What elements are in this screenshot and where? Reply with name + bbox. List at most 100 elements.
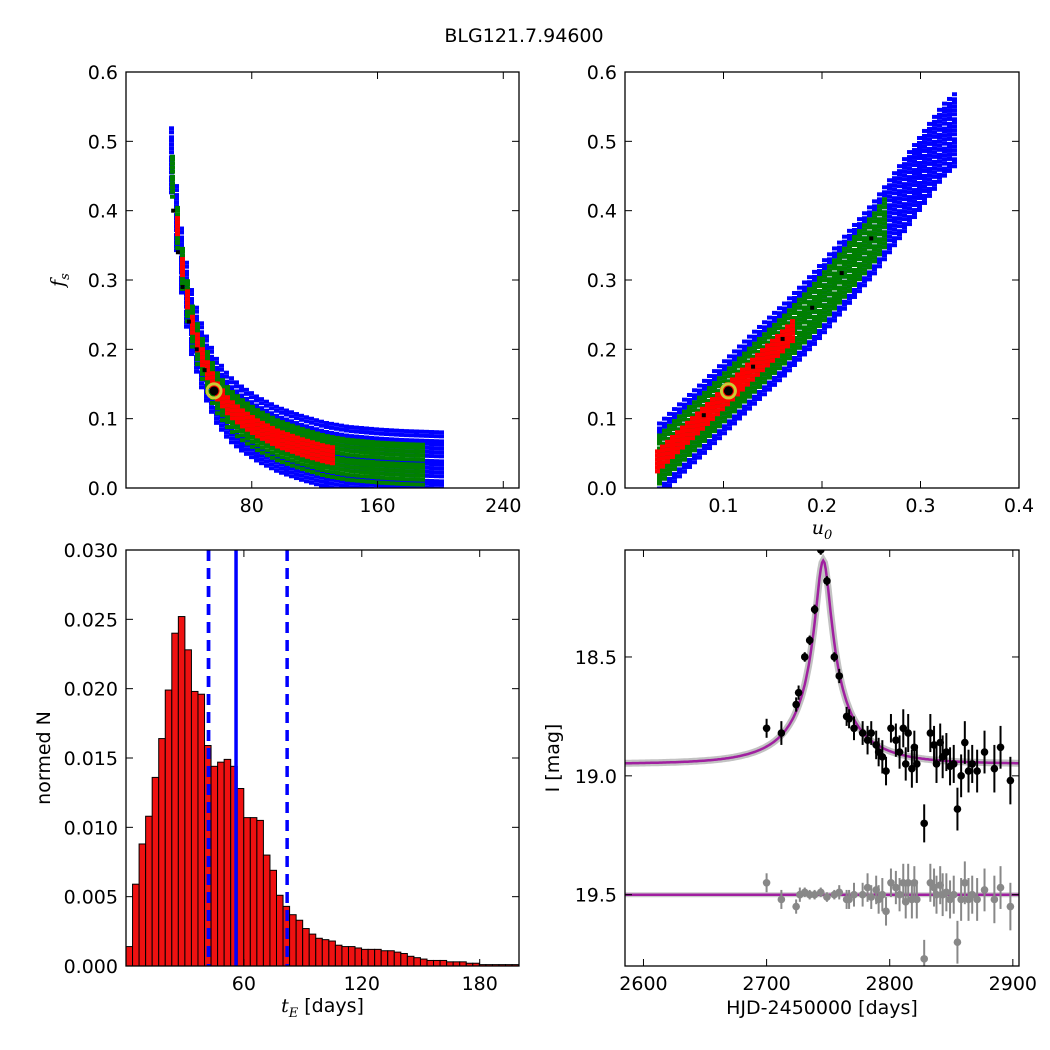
- heat-cell: [424, 453, 429, 458]
- heat-cell: [319, 483, 324, 488]
- heat-cell: [777, 331, 782, 336]
- heat-cell: [922, 148, 927, 153]
- heat-cell: [862, 263, 867, 268]
- heat-cell: [757, 332, 762, 337]
- heat-cell: [842, 279, 847, 284]
- heat-cell: [359, 490, 364, 494]
- heat-cell: [877, 224, 882, 229]
- heat-cell: [852, 250, 857, 255]
- heat-cell: [385, 468, 390, 473]
- heat-cell: [872, 264, 877, 269]
- heat-cell: [224, 370, 229, 375]
- heat-cell: [324, 480, 329, 485]
- heat-cell: [209, 357, 214, 362]
- heat-cell: [340, 451, 345, 456]
- heat-cell: [942, 137, 947, 142]
- heat-cell: [827, 272, 832, 277]
- heat-cell: [415, 449, 420, 454]
- heat-cell: [279, 406, 284, 411]
- heat-cell: [760, 356, 765, 361]
- heat-cell: [692, 453, 697, 458]
- y-axis-label: I [mag]: [542, 724, 564, 793]
- heat-cell: [797, 285, 802, 290]
- heat-cell: [275, 444, 280, 449]
- heat-cell: [265, 427, 270, 432]
- heat-cell: [439, 442, 444, 447]
- heat-cell: [932, 130, 937, 135]
- heat-cell: [907, 198, 912, 203]
- heat-cell: [279, 410, 284, 415]
- heat-cell: [717, 436, 722, 441]
- heat-cell: [837, 240, 842, 245]
- heat-cell: [907, 182, 912, 187]
- heat-cell: [690, 416, 695, 421]
- heat-cell: [370, 439, 375, 444]
- heat-cell: [245, 419, 250, 424]
- heat-cell: [892, 187, 897, 192]
- heat-cell: [927, 141, 932, 146]
- heat-cell: [862, 236, 867, 241]
- heat-cell: [917, 171, 922, 176]
- data-point: [964, 767, 973, 775]
- heat-cell: [380, 447, 385, 452]
- heat-cell: [927, 153, 932, 158]
- heat-cell: [740, 387, 745, 392]
- heat-cell: [827, 312, 832, 317]
- heat-cell: [255, 418, 260, 423]
- heat-cell: [760, 360, 765, 365]
- heat-cell: [857, 273, 862, 278]
- heat-cell: [792, 351, 797, 356]
- heat-cell: [354, 481, 359, 486]
- heat-cell: [750, 369, 755, 374]
- heat-cell: [350, 478, 355, 483]
- heat-cell: [395, 468, 400, 473]
- heat-cell: [827, 260, 832, 265]
- heat-cell: [922, 128, 927, 133]
- heat-cell: [917, 183, 922, 188]
- heat-cell: [932, 134, 937, 139]
- heat-cell: [355, 458, 360, 463]
- heat-cell: [275, 421, 280, 426]
- heat-cell: [712, 437, 717, 442]
- heat-cell: [892, 191, 897, 196]
- histogram-bar: [256, 819, 264, 967]
- heat-cell: [250, 439, 255, 444]
- data-point: [892, 736, 900, 744]
- heat-cell: [922, 200, 927, 205]
- heat-cell: [439, 479, 444, 484]
- heat-cell: [359, 482, 364, 487]
- heat-cell: [710, 405, 715, 410]
- heat-cell: [374, 427, 379, 432]
- heat-cell: [274, 408, 279, 413]
- heat-cell: [867, 230, 872, 235]
- heat-cell: [772, 362, 777, 367]
- heat-cell: [912, 199, 917, 204]
- heat-cell: [882, 185, 887, 190]
- heat-cell: [325, 444, 330, 449]
- heat-cell: [832, 302, 837, 307]
- heat-cell: [685, 440, 690, 445]
- y-tick-label: 18.5: [575, 647, 617, 669]
- heat-cell: [429, 490, 434, 494]
- heat-cell: [205, 360, 210, 365]
- heat-cell: [770, 350, 775, 355]
- heat-cell: [220, 392, 225, 397]
- heat-cell: [284, 417, 289, 422]
- heat-cell: [897, 164, 902, 169]
- data-point: [904, 879, 912, 887]
- heat-cell: [355, 445, 360, 450]
- heat-cell: [892, 207, 897, 212]
- heat-cell: [700, 406, 705, 411]
- heat-cell: [882, 257, 887, 262]
- heat-cell: [892, 243, 897, 248]
- heat-cell: [410, 445, 415, 450]
- heat-cell: [767, 320, 772, 325]
- heat-cell: [330, 457, 335, 462]
- heat-cell: [937, 135, 942, 140]
- heat-cell: [329, 477, 334, 482]
- heat-cell: [340, 459, 345, 464]
- heat-cell: [330, 449, 335, 454]
- heat-cell: [802, 288, 807, 293]
- heat-cell: [319, 419, 324, 424]
- heat-cell: [947, 168, 952, 173]
